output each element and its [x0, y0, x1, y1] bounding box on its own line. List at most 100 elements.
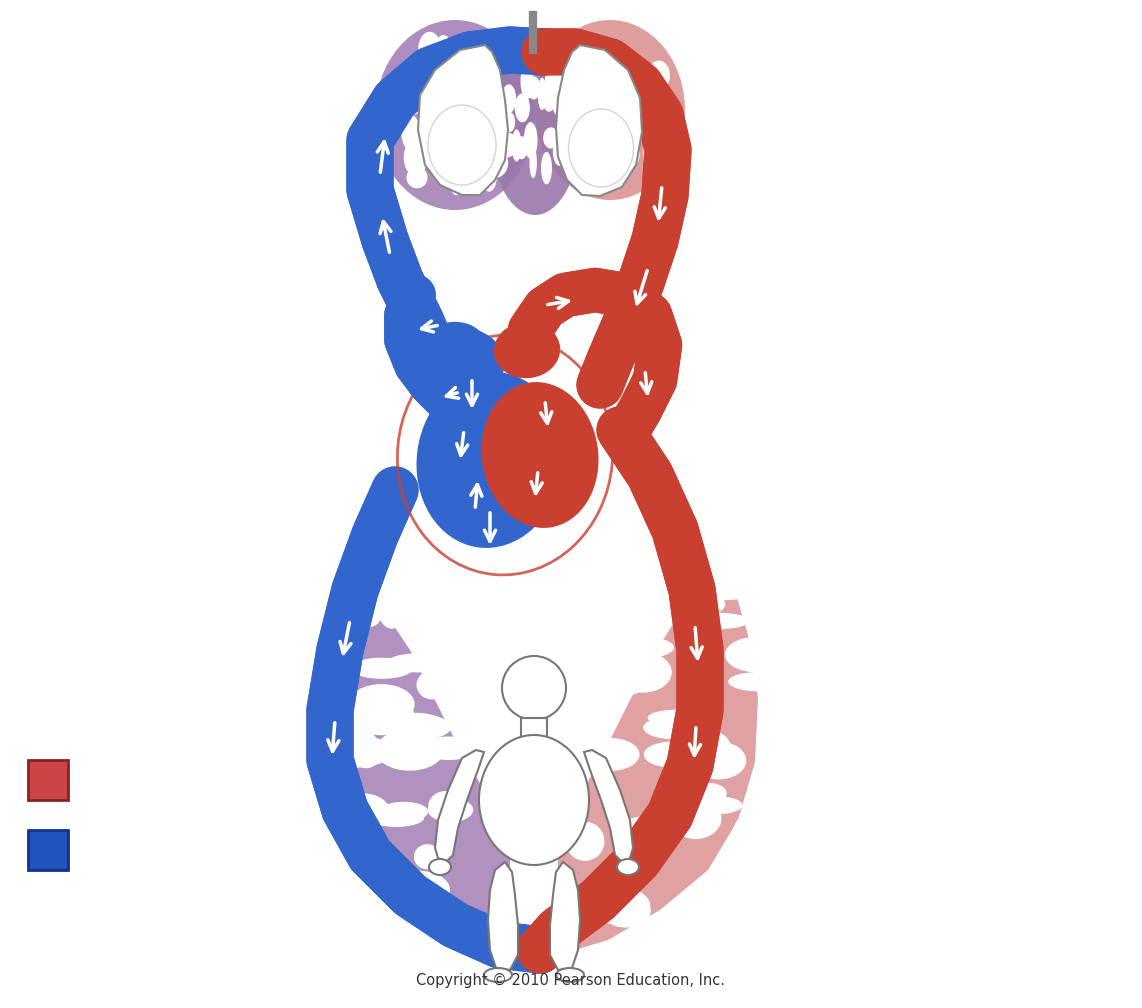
- Ellipse shape: [375, 20, 534, 210]
- Ellipse shape: [351, 657, 413, 678]
- Ellipse shape: [674, 592, 725, 617]
- Ellipse shape: [614, 637, 674, 658]
- Ellipse shape: [552, 71, 566, 95]
- Ellipse shape: [729, 672, 787, 691]
- Ellipse shape: [305, 624, 339, 646]
- Ellipse shape: [572, 628, 626, 651]
- Ellipse shape: [577, 119, 596, 140]
- Ellipse shape: [404, 139, 427, 176]
- Ellipse shape: [553, 67, 565, 102]
- Ellipse shape: [357, 589, 384, 627]
- Ellipse shape: [683, 730, 731, 765]
- Ellipse shape: [557, 38, 579, 66]
- Ellipse shape: [538, 78, 547, 110]
- Ellipse shape: [428, 105, 496, 185]
- Ellipse shape: [692, 742, 746, 779]
- Ellipse shape: [348, 684, 415, 725]
- Ellipse shape: [330, 758, 357, 774]
- Ellipse shape: [494, 323, 560, 378]
- Ellipse shape: [504, 112, 515, 132]
- Ellipse shape: [573, 75, 597, 95]
- Ellipse shape: [594, 116, 612, 147]
- Ellipse shape: [540, 631, 584, 663]
- Ellipse shape: [678, 751, 727, 777]
- Ellipse shape: [553, 138, 566, 166]
- Ellipse shape: [429, 859, 451, 875]
- Ellipse shape: [580, 738, 640, 771]
- Ellipse shape: [429, 79, 453, 102]
- Ellipse shape: [689, 613, 749, 629]
- Ellipse shape: [425, 323, 485, 368]
- Ellipse shape: [484, 676, 529, 701]
- Ellipse shape: [625, 816, 668, 833]
- Ellipse shape: [348, 695, 415, 735]
- Ellipse shape: [352, 738, 380, 768]
- Ellipse shape: [684, 559, 721, 599]
- Ellipse shape: [526, 77, 540, 100]
- Ellipse shape: [569, 632, 636, 658]
- Ellipse shape: [648, 710, 707, 726]
- Ellipse shape: [581, 94, 606, 129]
- Ellipse shape: [339, 699, 377, 740]
- Ellipse shape: [417, 670, 448, 700]
- Ellipse shape: [387, 713, 447, 740]
- Ellipse shape: [333, 793, 389, 829]
- Ellipse shape: [427, 139, 444, 168]
- Ellipse shape: [643, 133, 661, 171]
- Ellipse shape: [515, 94, 530, 122]
- Ellipse shape: [601, 893, 651, 927]
- Ellipse shape: [461, 151, 488, 191]
- Ellipse shape: [556, 968, 584, 982]
- Ellipse shape: [490, 45, 580, 215]
- Polygon shape: [435, 750, 484, 862]
- Ellipse shape: [417, 373, 563, 547]
- Ellipse shape: [370, 860, 407, 898]
- Ellipse shape: [524, 122, 538, 158]
- Ellipse shape: [569, 109, 634, 187]
- Ellipse shape: [448, 36, 473, 68]
- Ellipse shape: [423, 737, 475, 760]
- Ellipse shape: [373, 920, 419, 964]
- Ellipse shape: [458, 132, 480, 171]
- Polygon shape: [558, 575, 758, 955]
- Ellipse shape: [549, 67, 574, 102]
- Ellipse shape: [379, 801, 428, 822]
- Ellipse shape: [483, 98, 504, 134]
- Ellipse shape: [581, 147, 601, 180]
- Ellipse shape: [420, 328, 505, 393]
- Ellipse shape: [650, 122, 668, 144]
- Ellipse shape: [613, 129, 628, 148]
- Ellipse shape: [721, 576, 772, 598]
- FancyBboxPatch shape: [29, 830, 69, 870]
- Ellipse shape: [386, 653, 448, 672]
- Ellipse shape: [530, 147, 537, 178]
- Polygon shape: [488, 862, 518, 970]
- Ellipse shape: [608, 656, 658, 673]
- Ellipse shape: [521, 64, 533, 100]
- Ellipse shape: [703, 921, 758, 947]
- Ellipse shape: [643, 716, 705, 739]
- Ellipse shape: [668, 922, 701, 950]
- Ellipse shape: [449, 154, 464, 196]
- Ellipse shape: [413, 844, 441, 869]
- Ellipse shape: [733, 814, 766, 850]
- Ellipse shape: [460, 149, 482, 174]
- Ellipse shape: [428, 797, 473, 822]
- Ellipse shape: [478, 598, 509, 625]
- Ellipse shape: [693, 700, 722, 721]
- Ellipse shape: [376, 730, 444, 771]
- Ellipse shape: [381, 714, 451, 741]
- FancyBboxPatch shape: [29, 760, 69, 800]
- Ellipse shape: [407, 166, 427, 188]
- Ellipse shape: [407, 90, 423, 115]
- Ellipse shape: [686, 796, 742, 814]
- Ellipse shape: [541, 152, 552, 184]
- Ellipse shape: [600, 106, 619, 144]
- Ellipse shape: [412, 145, 428, 165]
- Ellipse shape: [541, 82, 556, 112]
- Ellipse shape: [565, 59, 586, 80]
- Ellipse shape: [321, 879, 375, 919]
- Ellipse shape: [735, 860, 770, 903]
- Ellipse shape: [617, 859, 640, 875]
- Ellipse shape: [378, 585, 407, 629]
